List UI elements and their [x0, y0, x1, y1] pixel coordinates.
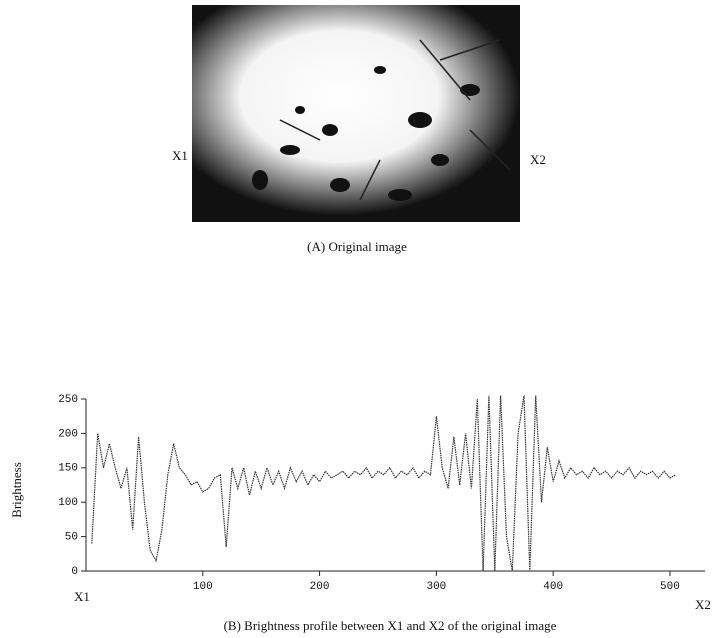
y-tick-label: 250 — [58, 394, 78, 406]
x-start-label: X1 — [74, 589, 90, 604]
x-tick-label: 400 — [543, 581, 563, 593]
image-right-label: X2 — [530, 152, 546, 167]
y-tick-label: 200 — [58, 428, 78, 440]
profile-line — [91, 395, 677, 572]
x-tick-label: 500 — [660, 581, 680, 593]
image-caption: (A) Original image — [307, 239, 407, 254]
y-tick-label: 150 — [58, 463, 78, 475]
chart-title: (B) Brightness profile between X1 and X2… — [224, 618, 557, 633]
y-axis-label: Brightness — [9, 462, 24, 518]
y-tick-label: 100 — [58, 497, 78, 509]
x-tick-label: 300 — [426, 581, 446, 593]
image-left-label: X1 — [172, 148, 188, 163]
y-tick-label: 0 — [71, 566, 78, 578]
x-end-label: X2 — [695, 597, 711, 612]
x-tick-label: 100 — [193, 581, 213, 593]
y-tick-label: 50 — [65, 532, 78, 544]
x-tick-label: 200 — [310, 581, 330, 593]
original-image — [192, 5, 520, 222]
